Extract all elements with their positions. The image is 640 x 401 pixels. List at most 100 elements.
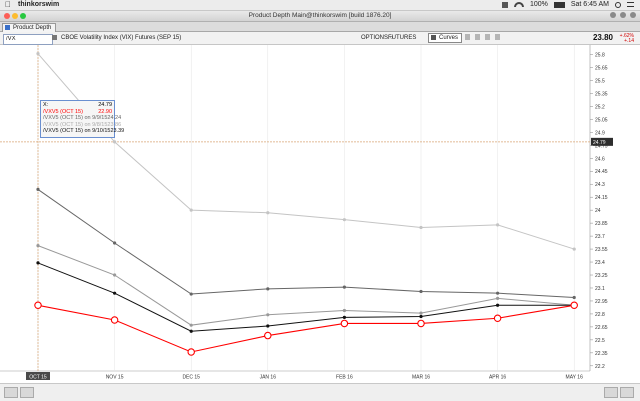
tooltip-value: 23.86: [107, 121, 122, 128]
series-point: [34, 301, 42, 310]
studies-tool-icon[interactable]: [485, 34, 490, 40]
series-point: [113, 273, 117, 277]
series-point: [342, 218, 346, 222]
y-tick-label: 24.3: [595, 182, 605, 188]
x-tick-label: MAY 16: [566, 375, 584, 381]
series-point: [342, 315, 346, 319]
series-point: [189, 208, 193, 212]
series-point: [187, 348, 195, 356]
x-tick-label: JAN 16: [260, 375, 277, 381]
series-point: [266, 211, 270, 215]
apple-menu-icon[interactable]: : [5, 0, 11, 9]
series-point: [113, 291, 117, 295]
battery-percent: 100%: [529, 1, 548, 8]
bottom-toolbar: [0, 383, 640, 401]
y-tick-label: 24.6: [595, 156, 605, 162]
settings-button[interactable]: [620, 387, 634, 398]
series-point: [266, 324, 270, 328]
battery-icon[interactable]: [553, 1, 565, 8]
tooltip-label: /VXV5 (OCT 15) on 9/8/15: [43, 121, 108, 128]
symbol-dropdown-icon[interactable]: [52, 35, 57, 40]
series-point: [417, 319, 425, 328]
series-point: [113, 140, 117, 144]
expand-button[interactable]: [4, 387, 18, 398]
settings-icon[interactable]: [620, 12, 626, 18]
search-icon[interactable]: [615, 1, 621, 8]
close-window-button[interactable]: [4, 13, 10, 19]
x-tick-label: FEB 16: [336, 375, 353, 381]
series-point: [572, 247, 576, 251]
settings-tool-icon[interactable]: [495, 34, 500, 40]
symbol-description: CBOE Volatility Index (VIX) Futures (SEP…: [61, 35, 182, 41]
tooltip-value: 24.79: [98, 102, 112, 108]
series-point: [36, 244, 40, 248]
series-point: [570, 301, 578, 310]
series-point: [419, 289, 423, 294]
help-icon[interactable]: [630, 12, 636, 18]
y-tick-label: 23.1: [595, 286, 605, 292]
series-point: [189, 292, 193, 296]
y-tick-label: 23.85: [595, 221, 608, 227]
tooltip-value: 23.39: [110, 128, 125, 134]
y-tick-label: 22.95: [595, 299, 608, 305]
grid-button[interactable]: [20, 387, 34, 398]
crosshair-price-box: [591, 137, 613, 146]
dropbox-icon[interactable]: [501, 1, 508, 8]
series-point: [496, 296, 500, 300]
series-point: [496, 291, 500, 295]
crosshair: 24.79: [0, 45, 613, 371]
draw-tool-icon[interactable]: [465, 34, 470, 40]
tooltip-value: 24.24: [107, 115, 122, 121]
series-point: [189, 323, 193, 327]
series-point: [419, 311, 423, 315]
y-tick-label: 22.5: [595, 338, 605, 344]
y-tick-label: 25.2: [595, 104, 605, 110]
selected-tick-highlight: [26, 372, 50, 380]
share-icon[interactable]: [610, 12, 616, 18]
series-point: [342, 308, 346, 313]
zoom-button[interactable]: [604, 387, 618, 398]
x-tick-label: MAR 16: [412, 375, 430, 381]
status-area: 100% Sat 6:45 AM: [501, 1, 634, 8]
wifi-icon[interactable]: [513, 2, 524, 7]
y-tick-label: 25.35: [595, 91, 608, 97]
minimize-window-button[interactable]: [12, 13, 18, 19]
series-point: [36, 52, 40, 56]
y-tick-label: 25.5: [595, 78, 605, 84]
last-price: 23.80: [592, 33, 613, 42]
series-point: [266, 287, 270, 291]
x-tick-label: NOV 15: [106, 375, 124, 381]
tooltip-label: /VXV5 (OCT 15) on 9/9/15: [43, 115, 108, 121]
app-menu-name[interactable]: thinkorswim: [18, 1, 60, 8]
tab-product-depth[interactable]: Product Depth: [2, 23, 57, 32]
x-tick-label: DEC 15: [182, 375, 200, 381]
window-titlebar[interactable]: Product Depth Main@thinkorswim [build 18…: [0, 11, 640, 22]
toolbar: CBOE Volatility Index (VIX) Futures (SEP…: [0, 32, 640, 45]
style-tool-icon[interactable]: [475, 34, 480, 40]
series-line: [37, 188, 575, 298]
menu-list-icon[interactable]: [627, 2, 634, 7]
curves-button[interactable]: Curves: [428, 33, 463, 43]
y-tick-label: 23.4: [595, 260, 605, 266]
options-toggle[interactable]: OPTIONS ○: [361, 35, 393, 41]
symbol-input[interactable]: [3, 34, 53, 45]
futures-toggle[interactable]: FUTURES: [388, 35, 416, 41]
y-tick-label: 24.9: [595, 130, 605, 136]
crosshair-tooltip: X: 24.79 /VXV5 (OCT 15) 22.90 /VXV5 (OCT…: [40, 100, 124, 138]
series-line: [37, 304, 575, 353]
maximize-window-button[interactable]: [20, 13, 26, 19]
clock[interactable]: Sat 6:45 AM: [570, 1, 609, 8]
y-tick-label: 24.75: [595, 143, 608, 149]
window-title: Product Depth Main@thinkorswim [build 18…: [248, 12, 392, 19]
y-axis: 25.8 25.65 25.5 25.35 25.2 25.05 24.9 24.75 24.6…: [590, 53, 608, 370]
tooltip-row: /VXV5 (OCT 15) on 9/10/15 23.39: [43, 128, 124, 135]
series-point: [342, 285, 346, 289]
series-layer: [34, 52, 578, 356]
tooltip-row: /VXV5 (OCT 15) on 9/8/15 23.86: [43, 121, 121, 129]
term-structure-chart[interactable]: 24.79 25.8 25.65 25.5 25.35 25.2 25.05 24.9 24.…: [0, 45, 640, 382]
tab-label: Product Depth: [13, 25, 52, 31]
series-line: [37, 245, 575, 326]
series-point: [493, 314, 502, 323]
series-point: [496, 223, 500, 227]
series-point: [36, 261, 40, 265]
